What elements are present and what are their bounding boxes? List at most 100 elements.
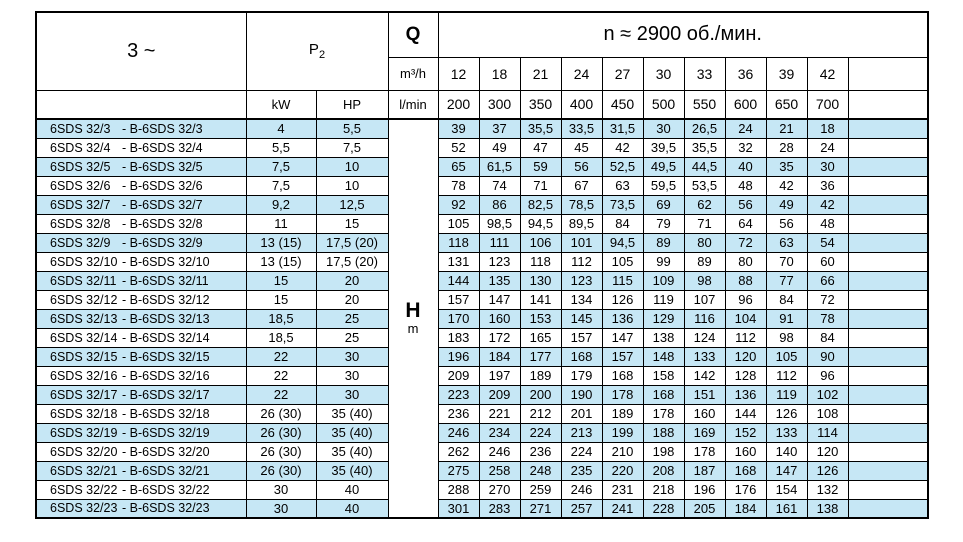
- hp-cell: 20: [315, 270, 389, 291]
- model-alt-name: - B-6SDS 32/22: [122, 482, 210, 497]
- table-row: 6SDS 32/14- B-6SDS 32/14 18,5 25 183 172 165 1…: [35, 327, 929, 348]
- head-value-cell: 24: [806, 137, 849, 158]
- table-row: 6SDS 32/21 - B-6SDS 32/21 26 (30) 35 (40) 27…: [35, 460, 929, 481]
- head-value-cell: 130: [519, 270, 562, 291]
- flow-m3h-cell: 27: [601, 56, 644, 91]
- flow-m3h-cell: 24: [560, 56, 603, 91]
- kw-cell: 9,2: [245, 194, 317, 215]
- model-alt-name: - B-6SDS 32/9: [122, 235, 203, 250]
- flow-lmin-cell: 450: [601, 89, 644, 120]
- table-row: 6SDS 32/16 - B-6SDS 32/16 22 30 209 197 189 179…: [35, 365, 929, 386]
- head-value-cell: 42: [765, 175, 808, 196]
- hp-cell: 30: [315, 365, 389, 386]
- head-value-cell: 109: [642, 270, 685, 291]
- head-value-cell: 49: [478, 137, 521, 158]
- flow-lmin-cell: 300: [478, 89, 521, 120]
- head-value-cell: 71: [683, 213, 726, 234]
- table-row: 6SDS 32/7 - B-6SDS 32/7 9,2 12,5 92 86 82,5 78,…: [35, 194, 929, 215]
- empty-cell: [847, 56, 929, 91]
- head-value-cell: 72: [724, 232, 767, 253]
- kw-cell: 4: [245, 118, 317, 139]
- head-value-cell: 98,5: [478, 213, 521, 234]
- head-value-cell: 78: [437, 175, 480, 196]
- q-unit-m3h-cell: m³/h: [387, 56, 439, 91]
- kw-cell: 26 (30): [245, 460, 317, 481]
- hp-cell: 17,5 (20): [315, 251, 389, 272]
- kw-cell: 11: [245, 213, 317, 234]
- head-value-cell: 105: [601, 251, 644, 272]
- kw-header-cell: kW: [245, 89, 317, 120]
- model-name: 6SDS 32/20: [50, 444, 118, 459]
- head-value-cell: 209: [478, 384, 521, 405]
- head-value-cell: 112: [724, 327, 767, 348]
- head-value-cell: 91: [765, 308, 808, 329]
- model-cell: 6SDS 32/17 - B-6SDS 32/17: [35, 384, 247, 405]
- p2-label: P: [308, 41, 319, 59]
- head-value-cell: 221: [478, 403, 521, 424]
- model-alt-name: - B-6SDS 32/15: [122, 349, 210, 364]
- head-value-cell: 138: [806, 498, 849, 519]
- head-value-cell: 157: [437, 289, 480, 310]
- head-value-cell: 96: [724, 289, 767, 310]
- model-cell: 6SDS 32/14 - B-6SDS 32/14: [35, 327, 247, 348]
- header-row-lmin: kW HP l/min 200 300 350 400 450 500 550 600 650 7…: [35, 89, 929, 120]
- head-value-cell: 190: [560, 384, 603, 405]
- head-value-cell: 35: [765, 156, 808, 177]
- head-value-cell: 170: [437, 308, 480, 329]
- flow-m3h-cell: 36: [724, 56, 767, 91]
- head-value-cell: 56: [560, 156, 603, 177]
- head-value-cell: 18: [806, 118, 849, 139]
- head-value-cell: 61,5: [478, 156, 521, 177]
- model-alt-name: - B-6SDS 32/17: [122, 387, 210, 402]
- head-value-cell: 54: [806, 232, 849, 253]
- empty-cell: [847, 270, 929, 291]
- head-value-cell: 24: [724, 118, 767, 139]
- head-value-cell: 147: [478, 289, 521, 310]
- model-name: 6SDS 32/9: [50, 235, 111, 250]
- header-row-m3h: m³/h 12 18 21 24 27 30 33 36 39 42: [36, 56, 929, 91]
- table-row: 6SDS 32/15 - B-6SDS 32/15 22 30 196 184 177 168…: [35, 346, 929, 367]
- kw-cell: 26 (30): [245, 441, 317, 462]
- model-cell: 6SDS 32/11 - B-6SDS 32/11: [35, 270, 247, 291]
- head-value-cell: 56: [765, 213, 808, 234]
- pump-table-wrapper: 3 ~ P2 Q n ≈ 2900 об./мин. m³/h 12 18 21 24…: [35, 11, 929, 519]
- head-value-cell: 201: [560, 403, 603, 424]
- head-value-cell: 73,5: [601, 194, 644, 215]
- head-value-cell: 65: [437, 156, 480, 177]
- head-value-cell: 56: [724, 194, 767, 215]
- head-value-cell: 205: [683, 498, 726, 519]
- speed-header-cell: n ≈ 2900 об./мин.: [437, 11, 929, 58]
- head-value-cell: 107: [683, 289, 726, 310]
- head-value-cell: 132: [806, 479, 849, 500]
- head-value-cell: 72: [806, 289, 849, 310]
- model-name: 6SDS 32/19: [50, 425, 118, 440]
- table-row: 6SDS 32/13- B-6SDS 32/13 18,5 25 170 160 153 1…: [35, 308, 929, 329]
- pump-performance-table: 3 ~ P2 Q n ≈ 2900 об./мин. m³/h 12 18 21 24…: [35, 11, 929, 519]
- empty-cell: [847, 422, 929, 443]
- empty-cell: [847, 289, 929, 310]
- empty-cell: [847, 346, 929, 367]
- model-cell: 6SDS 32/5 - B-6SDS 32/5: [35, 156, 247, 177]
- empty-cell: [847, 460, 929, 481]
- head-value-cell: 119: [642, 289, 685, 310]
- flow-lmin-cell: 550: [683, 89, 726, 120]
- head-value-cell: 208: [642, 460, 685, 481]
- head-value-cell: 138: [642, 327, 685, 348]
- head-value-cell: 218: [642, 479, 685, 500]
- head-value-cell: 235: [560, 460, 603, 481]
- q-header-cell: Q: [387, 11, 439, 58]
- model-alt-name: - B-6SDS 32/16: [122, 368, 210, 383]
- head-value-cell: 80: [724, 251, 767, 272]
- head-value-cell: 94,5: [519, 213, 562, 234]
- head-unit-label: m: [407, 321, 419, 337]
- head-value-cell: 189: [601, 403, 644, 424]
- head-value-cell: 59: [519, 156, 562, 177]
- flow-m3h-cell: 30: [642, 56, 685, 91]
- head-value-cell: 126: [601, 289, 644, 310]
- flow-lmin-cell: 350: [519, 89, 562, 120]
- flow-lmin-cell: 600: [724, 89, 767, 120]
- kw-cell: 22: [245, 346, 317, 367]
- head-value-cell: 144: [724, 403, 767, 424]
